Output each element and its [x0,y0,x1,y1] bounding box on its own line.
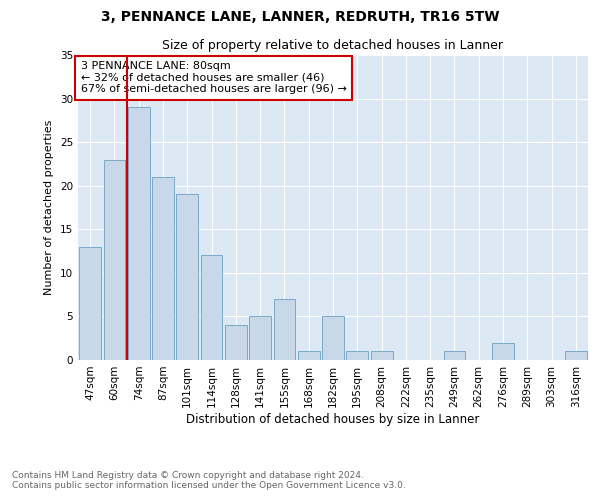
Bar [346,352,368,360]
Bar [225,325,247,360]
Text: 3 PENNANCE LANE: 80sqm
← 32% of detached houses are smaller (46)
67% of semi-det: 3 PENNANCE LANE: 80sqm ← 32% of detached… [80,61,346,94]
Bar [128,108,149,360]
Bar [249,316,271,360]
Bar [79,246,101,360]
X-axis label: Distribution of detached houses by size in Lanner: Distribution of detached houses by size … [187,412,479,426]
Bar [152,177,174,360]
Bar [176,194,198,360]
Bar [104,160,125,360]
Text: 3, PENNANCE LANE, LANNER, REDRUTH, TR16 5TW: 3, PENNANCE LANE, LANNER, REDRUTH, TR16 … [101,10,499,24]
Bar [565,352,587,360]
Bar [443,352,466,360]
Bar [298,352,320,360]
Bar [371,352,392,360]
Bar [274,299,295,360]
Title: Size of property relative to detached houses in Lanner: Size of property relative to detached ho… [163,40,503,52]
Text: Contains HM Land Registry data © Crown copyright and database right 2024.
Contai: Contains HM Land Registry data © Crown c… [12,470,406,490]
Bar [322,316,344,360]
Bar [492,342,514,360]
Y-axis label: Number of detached properties: Number of detached properties [44,120,55,295]
Bar [200,256,223,360]
